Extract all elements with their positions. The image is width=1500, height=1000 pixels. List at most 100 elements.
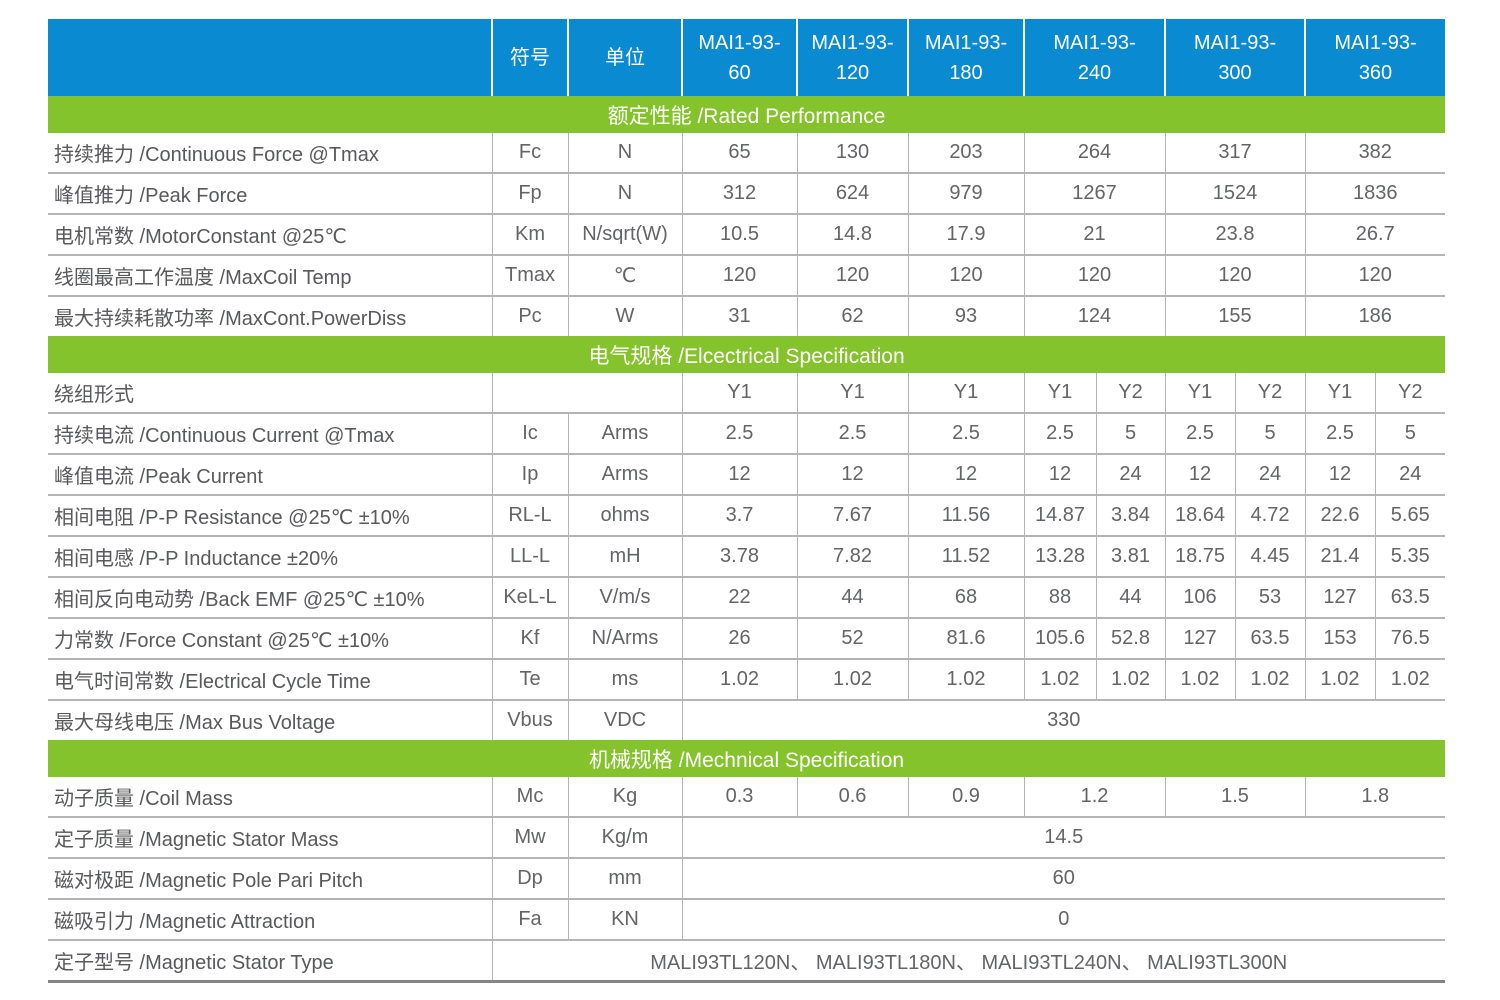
model-name: MAI1-93-300 — [1193, 31, 1277, 84]
value-cell: 624 — [796, 172, 909, 215]
row-label: 电气时间常数 /Electrical Cycle Time — [48, 658, 493, 701]
row-label: 峰值推力 /Peak Force — [48, 172, 493, 215]
value-cell: 3.7 — [681, 494, 798, 537]
value-cell: Y1 — [907, 372, 1025, 414]
unit-cell: mH — [567, 535, 683, 578]
value-cell: 12 — [1164, 453, 1236, 496]
value-cell: 12 — [907, 453, 1025, 496]
value-cell: 88 — [1023, 576, 1097, 619]
spec-sheet: 符号 单位 MAI1-93-60 MAI1-93-120 MAI1-93-180 MAI1… — [48, 19, 1445, 983]
value-cell: 63.5 — [1374, 576, 1445, 619]
value-cell: 5.65 — [1374, 494, 1445, 537]
row-label: 线圈最高工作温度 /MaxCoil Temp — [48, 254, 493, 297]
row-label: 持续电流 /Continuous Current @Tmax — [48, 412, 493, 455]
value-cell: 1.02 — [1023, 658, 1097, 701]
value-cell: 11.52 — [907, 535, 1025, 578]
value-cell: 44 — [796, 576, 909, 619]
unit-cell: Kg — [567, 776, 683, 818]
value-cell: 60 — [681, 857, 1445, 900]
symbol-unit-blank — [491, 372, 683, 414]
model-name: MAI1-93-120 — [811, 31, 894, 84]
value-cell: 23.8 — [1164, 213, 1306, 256]
table-row: 相间反向电动势 /Back EMF @25℃ ±10% KeL-L V/m/s 22 4… — [48, 576, 1445, 619]
value-cell: Y2 — [1095, 372, 1166, 414]
value-cell: 127 — [1304, 576, 1376, 619]
table-row: 最大母线电压 /Max Bus Voltage Vbus VDC 330 — [48, 699, 1445, 741]
value-cell: Y1 — [1023, 372, 1097, 414]
value-cell: 1.02 — [1374, 658, 1445, 701]
value-cell: 18.75 — [1164, 535, 1236, 578]
unit-cell: N/Arms — [567, 617, 683, 660]
symbol-cell: Ip — [491, 453, 569, 496]
value-cell: Y1 — [1164, 372, 1236, 414]
value-cell: Y1 — [796, 372, 909, 414]
value-cell: 68 — [907, 576, 1025, 619]
value-cell: 1.2 — [1023, 776, 1166, 818]
table-row: 峰值推力 /Peak Force Fp N 312 624 979 1267 1524 1836 — [48, 172, 1445, 215]
header-model-3: MAI1-93-180 — [907, 19, 1024, 96]
value-cell: 65 — [681, 132, 798, 174]
symbol-cell: Fc — [491, 132, 569, 174]
value-cell: 18.64 — [1164, 494, 1236, 537]
value-cell: 186 — [1304, 295, 1445, 337]
model-name: MAI1-93-180 — [924, 31, 1008, 84]
value-cell: 1.02 — [907, 658, 1025, 701]
model-name: MAI1-93-360 — [1334, 31, 1417, 84]
row-label: 动子质量 /Coil Mass — [48, 776, 493, 818]
value-cell: 382 — [1304, 132, 1445, 174]
value-cell: 1.02 — [1164, 658, 1236, 701]
table-row: 峰值电流 /Peak Current Ip Arms 12 12 12 12 24 12 24 12… — [48, 453, 1445, 496]
value-cell: 312 — [681, 172, 798, 215]
value-cell: 153 — [1304, 617, 1376, 660]
value-cell: 3.78 — [681, 535, 798, 578]
value-cell: 2.5 — [1023, 412, 1097, 455]
value-cell: 44 — [1095, 576, 1166, 619]
value-cell: 1836 — [1304, 172, 1445, 215]
value-cell: 5 — [1234, 412, 1306, 455]
symbol-cell: Vbus — [491, 699, 569, 741]
value-cell: 1.5 — [1164, 776, 1306, 818]
unit-cell: V/m/s — [567, 576, 683, 619]
value-cell: 120 — [1023, 254, 1166, 297]
value-cell: 12 — [681, 453, 798, 496]
symbol-cell: Te — [491, 658, 569, 701]
value-cell: 14.8 — [796, 213, 909, 256]
value-cell: 62 — [796, 295, 909, 337]
value-cell: 1524 — [1164, 172, 1306, 215]
row-label: 最大持续耗散功率 /MaxCont.PowerDiss — [48, 295, 493, 337]
table-row: 磁吸引力 /Magnetic Attraction Fa KN 0 — [48, 898, 1445, 941]
table-header: 符号 单位 MAI1-93-60 MAI1-93-120 MAI1-93-180 MAI1… — [48, 19, 1445, 96]
unit-cell: Kg/m — [567, 816, 683, 859]
row-label: 峰值电流 /Peak Current — [48, 453, 493, 496]
value-cell: 0.6 — [796, 776, 909, 818]
table-row: 绕组形式 Y1 Y1 Y1 Y1 Y2 Y1 Y2 Y1 Y2 — [48, 372, 1445, 414]
symbol-cell: Km — [491, 213, 569, 256]
value-cell: 12 — [796, 453, 909, 496]
table-row: 线圈最高工作温度 /MaxCoil Temp Tmax ℃ 120 120 120 120 1… — [48, 254, 1445, 297]
row-label: 力常数 /Force Constant @25℃ ±10% — [48, 617, 493, 660]
value-cell: 1.02 — [796, 658, 909, 701]
value-cell: 2.5 — [1164, 412, 1236, 455]
symbol-cell: Mc — [491, 776, 569, 818]
value-cell: 4.72 — [1234, 494, 1306, 537]
symbol-cell: RL-L — [491, 494, 569, 537]
value-cell: 26.7 — [1304, 213, 1445, 256]
value-cell: 13.28 — [1023, 535, 1097, 578]
table-row: 持续电流 /Continuous Current @Tmax Ic Arms 2.5 2… — [48, 412, 1445, 455]
value-cell: 14.5 — [681, 816, 1445, 859]
value-cell: 17.9 — [907, 213, 1025, 256]
section-row: 额定性能 /Rated Performance — [48, 96, 1445, 133]
value-cell: 2.5 — [1304, 412, 1376, 455]
unit-cell: ms — [567, 658, 683, 701]
value-cell: 22 — [681, 576, 798, 619]
unit-cell: Arms — [567, 453, 683, 496]
value-cell: 120 — [796, 254, 909, 297]
value-cell: 63.5 — [1234, 617, 1306, 660]
table-row: 电机常数 /MotorConstant @25℃ Km N/sqrt(W) 10.5 1… — [48, 213, 1445, 256]
header-blank — [48, 19, 492, 96]
row-label: 相间电感 /P-P Inductance ±20% — [48, 535, 493, 578]
table-row: 持续推力 /Continuous Force @Tmax Fc N 65 130 203 2… — [48, 132, 1445, 174]
symbol-cell: Dp — [491, 857, 569, 900]
header-model-2: MAI1-93-120 — [796, 19, 908, 96]
value-cell: 3.84 — [1095, 494, 1166, 537]
